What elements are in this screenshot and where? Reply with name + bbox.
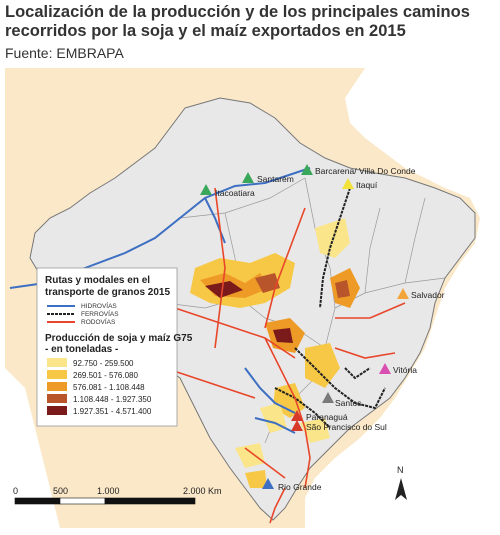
port-salvador: Salvador — [397, 288, 445, 300]
railway-routes — [274, 187, 386, 429]
port-paranagua: Paranaguá São Francisco do Sul — [291, 410, 387, 432]
legend-production-title-2: - en toneladas - — [45, 344, 118, 355]
legend-title-2: transporte de granos 2015 — [45, 287, 170, 298]
scale-segment-3 — [104, 497, 196, 505]
legend-swatch-class-4 — [47, 394, 67, 403]
scale-segment-2 — [59, 497, 106, 505]
brazil-territory — [29, 97, 476, 521]
legend-label-highway: RODOVÍAS — [81, 317, 116, 326]
north-label: N — [397, 465, 404, 475]
legend-label-waterway: HIDROVÍAS — [81, 301, 117, 310]
port-marker-barcarena — [301, 164, 313, 175]
legend-swatch-class-3 — [47, 382, 67, 391]
highway-routes — [164, 187, 406, 524]
north-arrow: N — [395, 465, 407, 500]
legend-label-railway: FERROVÍAS — [81, 309, 119, 318]
source-label: Fuente: EMBRAPA — [5, 45, 124, 61]
pacific-ocean — [5, 368, 60, 528]
ocean — [305, 68, 495, 528]
port-marker-sao-francisco — [291, 420, 303, 431]
port-marker-itacoatiara — [200, 184, 212, 195]
port-label-santos: Santos — [335, 398, 361, 408]
title-line-2: recorridos por la soja y el maíz exporta… — [5, 22, 406, 40]
legend-swatch-class-1 — [47, 358, 67, 367]
port-label-sao-francisco: São Francisco do Sul — [306, 422, 387, 432]
ports: Barcarena/ Villa Do Conde Itaquí Santaré… — [200, 164, 445, 492]
scale-tick-2000: 2.000 Km — [183, 486, 222, 496]
scale-tick-500: 500 — [53, 486, 68, 496]
legend-class-4: 1.108.448 - 1.927.350 — [73, 395, 152, 404]
map-title: Localización de la producción y de los p… — [5, 3, 495, 41]
port-rio-grande: Rio Grande — [262, 478, 322, 492]
port-marker-salvador — [397, 288, 409, 299]
title-line-1: Localización de la producción y de los p… — [5, 3, 470, 21]
legend: Rutas y modales en el transporte de gran… — [36, 267, 193, 427]
legend-swatch-class-2 — [47, 370, 67, 379]
legend-title-1: Rutas y modales en el — [45, 275, 150, 286]
port-label-rio-grande: Rio Grande — [278, 482, 322, 492]
port-marker-santarem — [242, 172, 254, 183]
legend-class-3: 576.081 - 1.108.448 — [73, 383, 145, 392]
port-marker-vitoria — [379, 363, 391, 374]
scale-segment-1 — [14, 497, 61, 505]
legend-production-title-1: Producción de soja y maíz G75 — [45, 333, 193, 344]
legend-class-2: 269.501 - 576.080 — [73, 371, 138, 380]
port-marker-itaqui — [342, 178, 354, 189]
north-arrow-icon — [395, 478, 407, 500]
port-itacoatiara: Itacoatiara — [200, 184, 255, 198]
port-label-barcarena: Barcarena/ Villa Do Conde — [315, 166, 416, 176]
port-label-itacoatiara: Itacoatiara — [215, 188, 255, 198]
port-label-itaqui: Itaquí — [356, 180, 378, 190]
port-marker-paranagua — [291, 410, 303, 421]
brazil-map: Barcarena/ Villa Do Conde Itaquí Santaré… — [5, 68, 495, 528]
scale-bar: 0 500 1.000 2.000 Km — [13, 486, 222, 505]
port-marker-santos — [322, 392, 334, 403]
legend-swatch-class-5 — [47, 406, 67, 415]
port-label-salvador: Salvador — [411, 290, 445, 300]
port-label-paranagua: Paranaguá — [306, 412, 348, 422]
port-barcarena: Barcarena/ Villa Do Conde — [301, 164, 416, 176]
port-itaqui: Itaquí — [342, 178, 378, 190]
port-label-santarem: Santarém — [257, 174, 294, 184]
port-santarem: Santarém — [242, 172, 294, 184]
scale-tick-0: 0 — [13, 486, 18, 496]
port-marker-rio-grande — [262, 478, 274, 489]
port-santos: Santos — [322, 392, 361, 408]
legend-class-5: 1.927.351 - 4.571.400 — [73, 407, 152, 416]
scale-tick-1000: 1.000 — [97, 486, 120, 496]
port-vitoria: Vitória — [379, 363, 417, 375]
port-label-vitoria: Vitória — [393, 365, 417, 375]
legend-class-1: 92.750 - 259.500 — [73, 359, 134, 368]
